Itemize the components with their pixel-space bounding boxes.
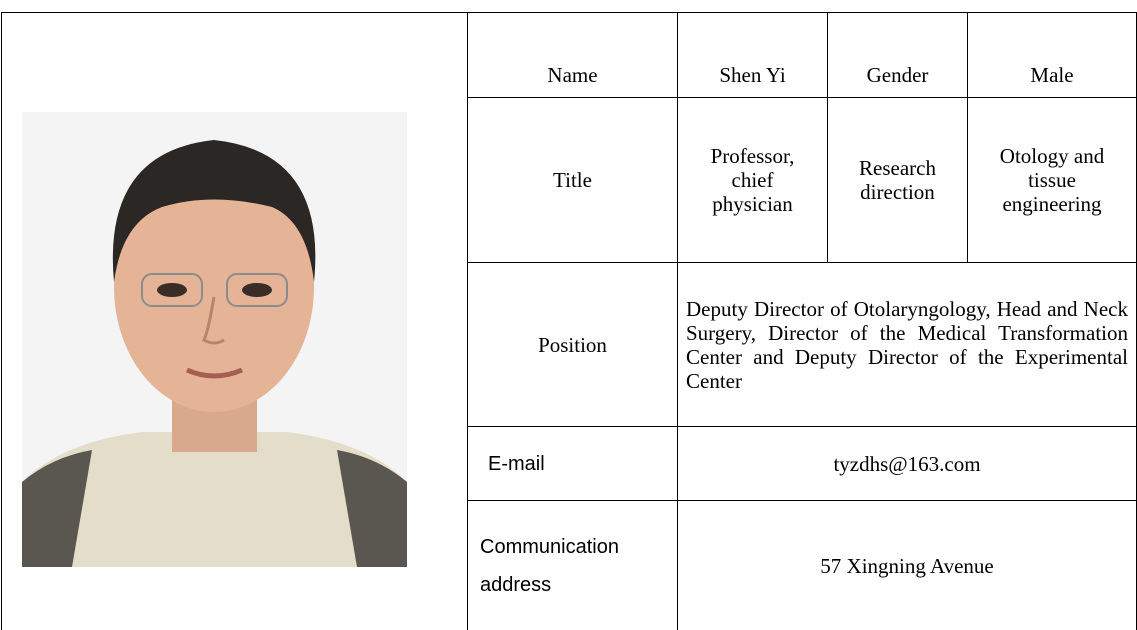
border (967, 12, 968, 262)
value-cell: Deputy Director of Otolaryngology, Head … (686, 296, 1128, 393)
value-cell: Otology and tissue engineering (999, 144, 1105, 216)
value-cell: 57 Xingning Avenue (820, 553, 994, 578)
label-cell: Gender (866, 63, 929, 87)
border (467, 262, 1136, 263)
label-cell: Name (547, 63, 598, 87)
border (467, 426, 1136, 427)
value-cell: Professor, chief physician (710, 144, 795, 216)
label-cell: Title (553, 168, 592, 192)
value-cell: tyzdhs@163.com (833, 451, 981, 476)
value-cell: Shen Yi (719, 63, 786, 87)
border (1, 12, 1137, 13)
portrait-photo (22, 112, 407, 567)
label-cell: E-mail (488, 452, 545, 475)
label-cell: Communication address (480, 535, 619, 596)
value-cell: Male (1030, 63, 1074, 87)
border (1, 12, 2, 630)
border (467, 500, 1136, 501)
label-cell: Research direction (859, 156, 936, 204)
border (467, 12, 468, 630)
border (827, 12, 828, 262)
label-cell: Position (538, 332, 607, 357)
border (467, 97, 1136, 98)
border (677, 12, 678, 630)
